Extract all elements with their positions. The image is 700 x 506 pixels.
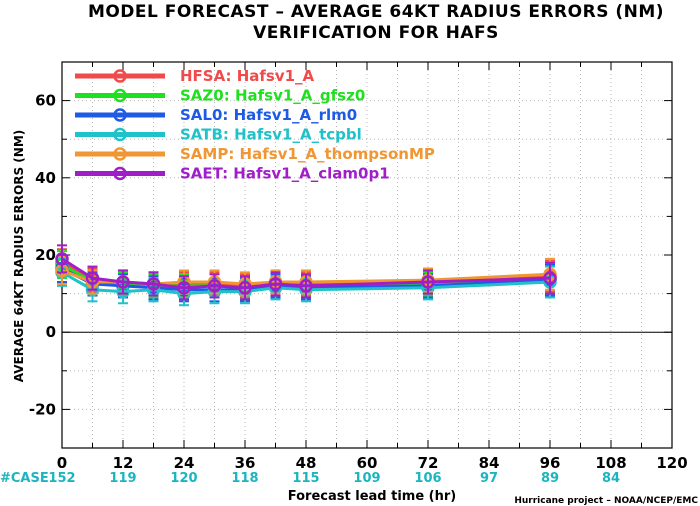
plot-area	[55, 61, 673, 449]
case-count: 84	[602, 471, 620, 486]
case-count: 119	[109, 471, 136, 486]
grid	[62, 62, 672, 448]
data-point	[207, 279, 222, 293]
y-tick-label: 40	[35, 169, 56, 187]
tick-labels: 0 12 24 36 48 60 72 84 96 108 120 -20 0 20 40 60	[29, 92, 688, 472]
x-tick-label: 12	[113, 454, 134, 472]
y-axis-label: AVERAGE 64KT RADIUS ERRORS (NM)	[12, 130, 26, 382]
data-point	[268, 277, 283, 291]
chart-title: MODEL FORECAST – AVERAGE 64KT RADIUS ERR…	[88, 2, 664, 22]
legend-marker	[113, 166, 127, 181]
data-point	[238, 281, 252, 295]
credit-text: Hurricane project – NOAA/NCEP/EMC	[514, 496, 698, 506]
x-tick-label: 36	[235, 454, 256, 472]
legend-entry: HFSA: Hafsv1_A	[180, 67, 315, 85]
legend-marker	[113, 127, 127, 142]
case-count: 115	[292, 471, 319, 486]
data-point	[55, 252, 69, 266]
case-counts: 152 119 120 118 115 109 106 97 89 84	[48, 471, 620, 486]
x-tick-label: 108	[595, 454, 626, 472]
data-point	[543, 271, 557, 285]
y-tick-label: -20	[29, 400, 56, 418]
legend: HFSA: Hafsv1_A SAZ0: Hafsv1_A_gfsz0SAL0: …	[75, 67, 435, 183]
data-point	[299, 279, 313, 293]
legend-entry: SAZ0: Hafsv1_A_gfsz0	[180, 87, 365, 105]
case-count: 152	[48, 471, 75, 486]
case-count: 97	[480, 471, 498, 486]
legend-marker	[113, 69, 127, 83]
x-tick-label: 24	[174, 454, 195, 472]
y-tick-label: 20	[35, 246, 56, 264]
legend-entry: SAET: Hafsv1_A_clam0p1	[180, 165, 390, 183]
case-count: 109	[353, 471, 380, 486]
data-point	[177, 281, 191, 295]
x-tick-label: 96	[540, 454, 561, 472]
x-tick-label: 48	[296, 454, 317, 472]
x-tick-label: 60	[357, 454, 378, 472]
y-tick-label: 0	[46, 323, 56, 341]
x-axis-label: Forecast lead time (hr)	[288, 489, 456, 504]
data-point	[146, 277, 161, 291]
case-count: 120	[170, 471, 197, 486]
x-tick-label: 84	[479, 454, 500, 472]
data-point	[421, 275, 435, 289]
series-5	[55, 244, 557, 301]
case-label: #CASE	[0, 471, 49, 486]
x-tick-label: 0	[57, 454, 67, 472]
data-point	[116, 275, 130, 289]
legend-entry: SATB: Hafsv1_A_tcpbl	[180, 126, 362, 144]
case-count: 118	[231, 471, 258, 486]
series-line	[61, 257, 551, 290]
legend-entry: SAMP: Hafsv1_A_thompsonMP	[180, 145, 435, 163]
legend-marker	[113, 88, 127, 103]
y-tick-label: 60	[35, 92, 56, 110]
x-tick-label: 120	[656, 454, 687, 472]
case-count: 89	[541, 471, 559, 486]
legend-entry: SAL0: Hafsv1_A_rlm0	[180, 106, 357, 124]
legend-marker	[113, 147, 127, 161]
legend-marker	[113, 108, 127, 122]
case-count: 106	[414, 471, 441, 486]
data-point	[85, 271, 100, 285]
chart-subtitle: VERIFICATION FOR HAFS	[253, 23, 499, 43]
x-tick-label: 72	[418, 454, 439, 472]
